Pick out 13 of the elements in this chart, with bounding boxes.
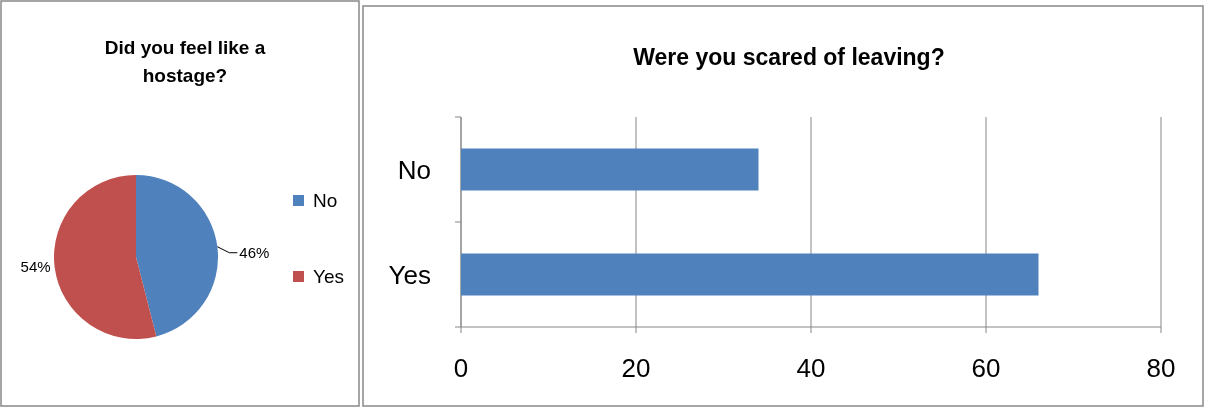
chart-title: Were you scared of leaving? (633, 44, 945, 70)
pie-slice (136, 175, 218, 337)
legend-label: Yes (313, 266, 344, 287)
legend-label: No (313, 190, 338, 211)
data-label: 46% (239, 243, 270, 261)
x-tick-label: 20 (621, 353, 651, 383)
data-label: 54% (20, 258, 51, 276)
x-tick-label: 80 (1146, 353, 1176, 383)
x-tick-label: 60 (971, 353, 1001, 383)
x-tick-label: 40 (796, 353, 826, 383)
x-tick-label: 0 (453, 353, 469, 383)
chart-title: Did you feel like a hostage? (104, 37, 266, 86)
pie-slice (54, 175, 157, 339)
